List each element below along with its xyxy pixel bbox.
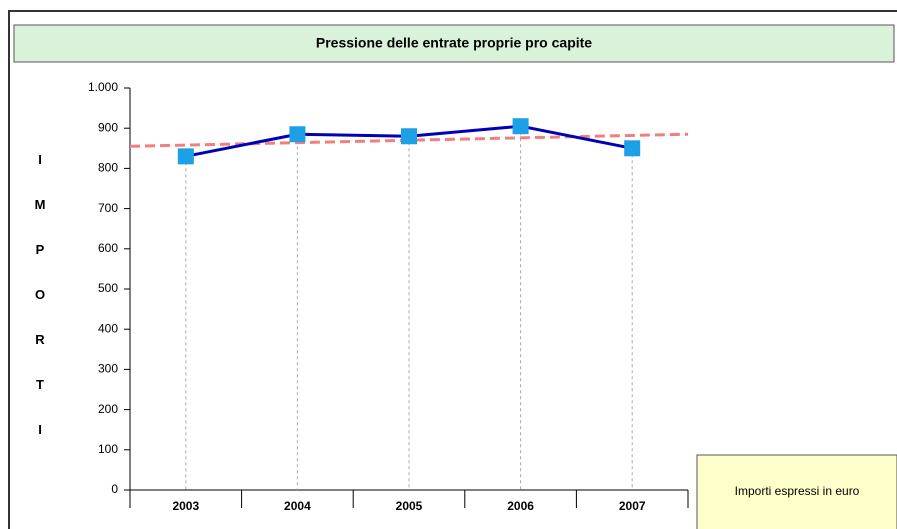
x-tick-label: 2007 <box>619 499 646 513</box>
y-tick-label: 700 <box>98 201 118 215</box>
marker <box>177 148 194 165</box>
frame <box>8 10 897 529</box>
y-tick-label: 400 <box>98 321 118 335</box>
note: Importi espressi in euro <box>735 484 860 498</box>
y-axis-label: IMPORTI <box>33 152 48 467</box>
x-tick-label: 2006 <box>507 499 534 513</box>
y-tick-label: 1.000 <box>88 80 118 94</box>
x-tick-label: 2004 <box>284 499 311 513</box>
note-box <box>696 454 897 529</box>
x-tick-label: 2003 <box>172 499 199 513</box>
marker <box>401 128 417 145</box>
marker <box>289 126 306 143</box>
chart-title: Pressione delle entrate proprie pro capi… <box>316 35 592 51</box>
marker <box>512 118 529 135</box>
marker <box>624 140 641 157</box>
x-tick-label: 2005 <box>396 499 423 513</box>
y-tick-label: 200 <box>98 402 118 416</box>
y-tick-label: 900 <box>98 120 118 134</box>
y-tick-label: 800 <box>98 161 118 175</box>
y-tick-label: 0 <box>111 482 118 496</box>
y-tick-label: 300 <box>98 362 118 376</box>
y-tick-label: 600 <box>98 241 118 255</box>
y-tick-label: 100 <box>98 442 118 456</box>
title-bar <box>13 24 895 63</box>
y-tick-label: 500 <box>98 281 118 295</box>
